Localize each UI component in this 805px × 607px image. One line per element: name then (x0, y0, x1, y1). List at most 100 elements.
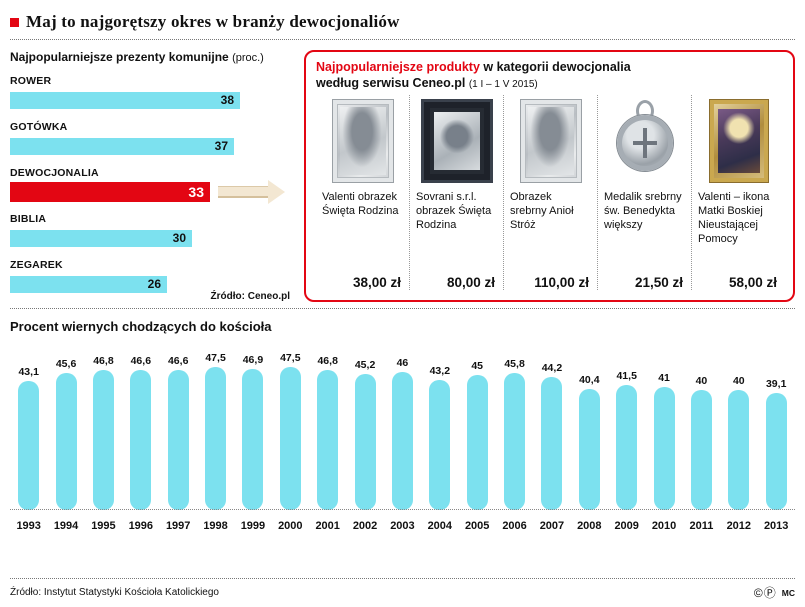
church-bar (279, 367, 301, 510)
gifts-chart-title-suffix: (proc.) (232, 52, 264, 64)
church-bar (391, 372, 413, 510)
credit-initials: MC (781, 587, 795, 598)
year-label: 1997 (165, 520, 191, 532)
gift-bar: 26 (10, 275, 167, 293)
product-price: 21,50 zł (634, 275, 683, 290)
products-box-subtitle-text: według serwisu Ceneo.pl (316, 75, 466, 90)
products-box-subtitle: według serwisu Ceneo.pl (1 I – 1 V 2015) (316, 76, 785, 90)
year-label: 2013 (763, 520, 789, 532)
church-bar-column: 41,5 2009 (608, 370, 645, 532)
gift-bar-value: 26 (147, 277, 161, 291)
footer-wrap: Źródło: Instytut Statystyki Kościoła Kat… (10, 578, 795, 601)
rights-icons: ©Ⓟ (753, 586, 777, 600)
church-bar (578, 389, 600, 510)
gift-bar: 37 (10, 137, 234, 155)
church-bar (690, 390, 712, 510)
gift-bar-value: 38 (220, 93, 234, 107)
gift-bar-line: 30 (10, 228, 292, 248)
gift-bar-highlight: 33 (10, 182, 210, 202)
arrow-right-icon (218, 186, 268, 198)
gift-bar-row: BIBLIA 30 (10, 213, 292, 248)
church-bar-column: 46,9 1999 (234, 354, 271, 532)
product-card: Valenti – ikona Matki Boskiej Nieustając… (691, 94, 785, 290)
title-bullet-icon (10, 17, 19, 27)
church-bar-column: 41 2010 (645, 372, 682, 532)
framed-plaque-holy-family-image (420, 98, 493, 183)
bar-value-label: 46,8 (93, 355, 114, 367)
year-label: 2005 (464, 520, 490, 532)
gift-bar-row: ROWER 38 (10, 75, 292, 110)
products-box-title-rest: w kategorii dewocjonalia (483, 60, 631, 74)
bar-value-label: 46,6 (167, 355, 189, 367)
product-card: Medalik srebrny św. Benedykta większy 21,… (597, 94, 691, 290)
church-bar-column: 43,2 2004 (421, 365, 458, 532)
divider-bottom (10, 578, 795, 579)
bar-value-label: 43,2 (429, 365, 451, 377)
church-bar (466, 375, 488, 510)
product-card: Valenti obrazek Święta Rodzina 38,00 zł (316, 95, 409, 290)
gifts-chart: Najpopularniejsze prezenty komunijne (pr… (10, 50, 292, 302)
church-chart-section: Procent wiernych chodzących do kościoła … (10, 309, 795, 532)
divider-top (10, 39, 795, 40)
products-box-title: Najpopularniejsze produkty w kategorii d… (316, 60, 785, 76)
year-label: 2004 (427, 520, 453, 532)
product-name: Obrazek srebrny Anioł Stróż (510, 190, 574, 231)
bar-value-label: 41,5 (616, 370, 637, 382)
footer: Źródło: Instytut Statystyki Kościoła Kat… (10, 584, 795, 601)
bar-value-label: 45,2 (354, 359, 376, 371)
church-bar-column: 46,6 1997 (160, 355, 197, 532)
product-price: 110,00 zł (534, 275, 589, 290)
year-label: 1996 (128, 520, 154, 532)
gift-category-label: GOTÓWKA (10, 121, 68, 133)
product-price: 38,00 zł (352, 275, 401, 290)
church-chart-title: Procent wiernych chodzących do kościoła (10, 319, 272, 334)
product-card: Sovrani s.r.l. obrazek Święta Rodzina 80,… (409, 94, 503, 290)
bar-value-label: 47,5 (280, 352, 301, 364)
church-bar (130, 370, 152, 510)
products-box-subtitle-note: (1 I – 1 V 2015) (468, 78, 538, 90)
bar-value-label: 46,9 (242, 354, 264, 366)
products-box-title-highlight: Najpopularniejsze produkty (316, 60, 480, 74)
year-label: 2002 (352, 520, 378, 532)
bar-value-label: 43,1 (18, 366, 39, 378)
gift-bar-row: ZEGAREK 26 (10, 259, 292, 294)
bar-value-label: 41 (658, 372, 670, 384)
products-box: Najpopularniejsze produkty w kategorii d… (304, 50, 795, 302)
church-bar (317, 370, 339, 510)
church-bar-column: 45,8 2006 (496, 358, 533, 532)
church-bar-column: 47,5 1998 (197, 352, 234, 532)
gift-category-label: BIBLIA (10, 213, 47, 225)
year-label: 1994 (53, 520, 79, 532)
gifts-bars: ROWER 38 GOTÓWKA 37 DEWOCJONALIA 33 BIBLIA 30 ZE… (10, 75, 292, 294)
bar-value-label: 40 (732, 375, 745, 387)
product-price: 58,00 zł (728, 275, 777, 290)
icon-mother-of-god-image (708, 98, 769, 183)
bar-value-label: 45,8 (504, 358, 525, 370)
gifts-chart-title-text: Najpopularniejsze prezenty komunijne (10, 50, 229, 64)
gifts-chart-title: Najpopularniejsze prezenty komunijne (pr… (10, 50, 292, 64)
chart-baseline (10, 509, 795, 510)
church-bar (616, 385, 638, 510)
year-label: 2008 (577, 520, 602, 532)
silver-medal-st-benedict-image (610, 99, 680, 183)
church-bar-column: 45 2005 (459, 360, 496, 532)
church-bar-column: 46,6 1996 (122, 355, 159, 532)
year-label: 2010 (651, 520, 677, 532)
bar-value-label: 47,5 (205, 352, 226, 364)
church-bar-column: 40,4 2008 (571, 374, 608, 532)
products-row: Valenti obrazek Święta Rodzina 38,00 zł So… (316, 94, 785, 290)
gift-bar-line: 38 (10, 90, 292, 110)
bar-value-label: 40 (695, 375, 708, 387)
year-label: 1993 (16, 520, 41, 532)
year-label: 1999 (240, 520, 266, 532)
product-name: Medalik srebrny św. Benedykta większy (604, 190, 682, 231)
bar-value-label: 46,8 (317, 355, 338, 367)
silver-plaque-holy-family-image (331, 98, 394, 183)
header: Maj to najgorętszy okres w branży dewocj… (10, 12, 795, 32)
silver-plaque-guardian-angel-image (519, 98, 582, 183)
bar-value-label: 44,2 (541, 362, 563, 374)
product-card: Obrazek srebrny Anioł Stróż 110,00 zł (503, 94, 597, 290)
gift-bar: 30 (10, 229, 192, 247)
page-title: Maj to najgorętszy okres w branży dewocj… (26, 12, 400, 31)
bar-value-label: 39,1 (765, 378, 787, 390)
